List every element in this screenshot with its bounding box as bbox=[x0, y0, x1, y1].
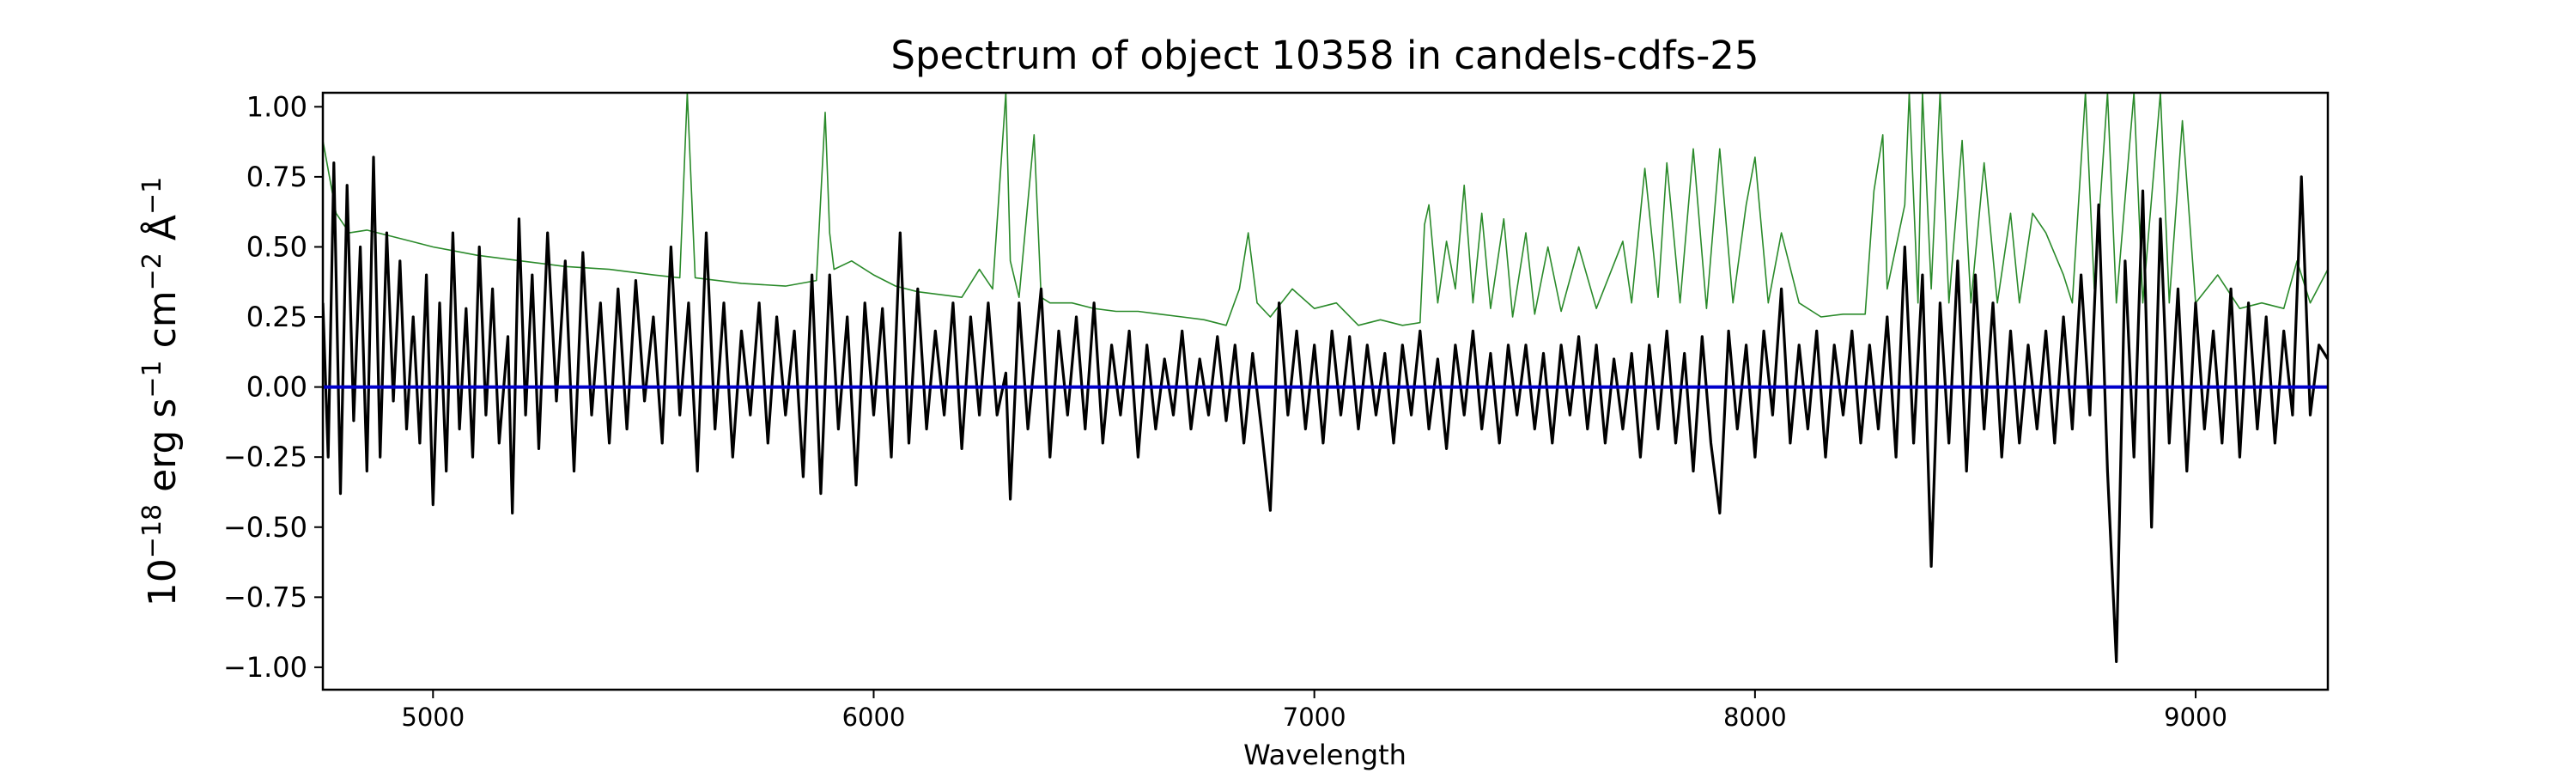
y-tick-label: 1.00 bbox=[246, 90, 307, 123]
y-tick-label: −1.00 bbox=[223, 651, 307, 684]
y-tick-label: 0.00 bbox=[246, 371, 307, 404]
y-axis: 1.00 0.75 0.50 0.25 0.00 −0.25 −0.50 −0.75 −1.00 bbox=[223, 90, 323, 684]
y-tick-label: −0.50 bbox=[223, 511, 307, 544]
y-axis-label-unit3: Å bbox=[139, 215, 185, 253]
y-axis-label-base: 10 bbox=[141, 558, 185, 606]
x-tick-label: 5000 bbox=[401, 703, 465, 732]
y-axis-label-exp3: −1 bbox=[137, 177, 167, 215]
y-tick-label: 0.75 bbox=[246, 161, 307, 193]
plot-frame bbox=[321, 91, 2330, 691]
series-layer bbox=[323, 93, 2328, 664]
y-tick-label: 0.50 bbox=[246, 230, 307, 263]
x-tick-label: 9000 bbox=[2164, 703, 2227, 732]
x-tick-label: 8000 bbox=[1723, 703, 1787, 732]
y-axis-label-exp1: −1 bbox=[137, 360, 167, 398]
y-axis-label-exp2: −2 bbox=[137, 253, 167, 290]
x-tick-label: 6000 bbox=[842, 703, 906, 732]
x-axis: 5000 6000 7000 8000 9000 bbox=[401, 690, 2227, 732]
y-tick-label: −0.25 bbox=[223, 441, 307, 473]
x-tick-label: 7000 bbox=[1283, 703, 1346, 732]
x-axis-label: Wavelength bbox=[1243, 739, 1406, 771]
chart-title: Spectrum of object 10358 in candels-cdfs… bbox=[890, 33, 1759, 78]
y-tick-label: −0.75 bbox=[223, 581, 307, 613]
y-axis-label-exp-base: −18 bbox=[137, 504, 167, 558]
series-line-flux bbox=[323, 155, 2328, 664]
y-axis-label-unit1: erg s bbox=[141, 399, 185, 504]
y-axis-label: 10−18 erg s−1 cm−2 Å−1 bbox=[137, 177, 185, 606]
y-axis-label-unit2: cm bbox=[141, 290, 185, 360]
series-line-noise bbox=[323, 93, 2328, 326]
y-tick-label: 0.25 bbox=[246, 301, 307, 333]
